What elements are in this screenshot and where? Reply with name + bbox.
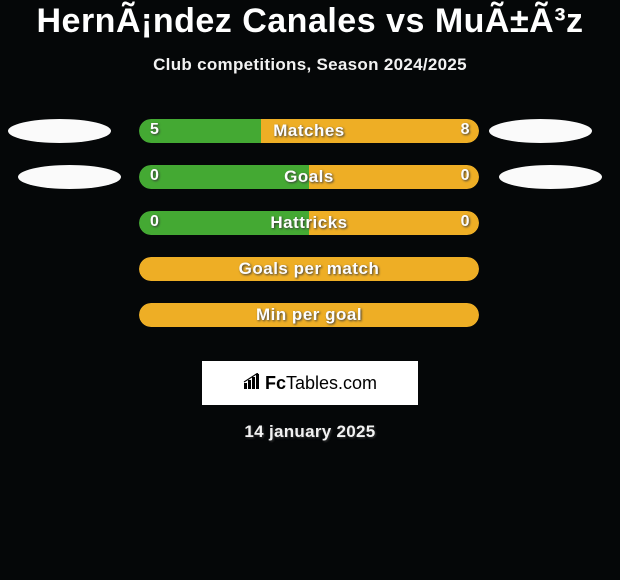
footer-date: 14 january 2025 [0,422,620,442]
metric-label: Matches [139,121,479,141]
metric-row: Min per goal [0,303,620,349]
attribution-text: FcTables.com [265,373,377,394]
subtitle: Club competitions, Season 2024/2025 [0,55,620,75]
ellipse-left [8,119,111,143]
ellipse-left [18,165,121,189]
metric-value-left: 0 [150,167,159,185]
ellipse-right [499,165,602,189]
metric-value-right: 8 [461,121,470,139]
metric-label: Hattricks [139,213,479,233]
metric-label: Goals [139,167,479,187]
brand-rest: Tables [286,373,338,393]
metric-row: Hattricks0 0 [0,211,620,257]
attribution[interactable]: FcTables.com [202,361,418,405]
metric-value-right: 0 [461,213,470,231]
metric-value-right: 0 [461,167,470,185]
metric-row: Goals per match [0,257,620,303]
brand-suffix: .com [338,373,377,393]
metric-value-left: 0 [150,213,159,231]
metric-label: Goals per match [139,259,479,279]
metric-label: Min per goal [139,305,479,325]
brand-bold: Fc [265,373,286,393]
comparison-card: HernÃ¡ndez Canales vs MuÃ±Ã³z Club compe… [0,0,620,442]
metric-row: Matches5 8 [0,119,620,165]
metric-row: Goals0 0 [0,165,620,211]
metric-rows: Matches58Goals00Hattricks00Goals per mat… [0,119,620,349]
ellipse-right [489,119,592,143]
page-title: HernÃ¡ndez Canales vs MuÃ±Ã³z [0,2,620,41]
metric-value-left: 5 [150,121,159,139]
chart-bars-icon [243,373,263,389]
